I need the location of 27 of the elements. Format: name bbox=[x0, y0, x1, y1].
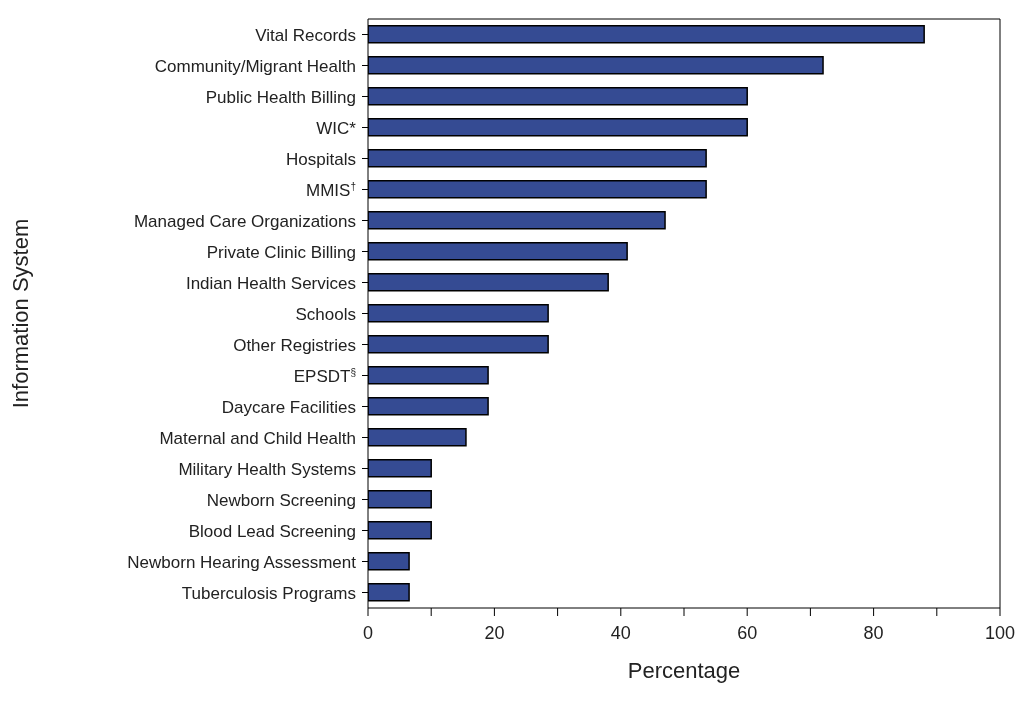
y-tick-label: Community/Migrant Health bbox=[154, 56, 356, 76]
x-tick-label: 60 bbox=[737, 622, 758, 643]
y-tick-label: Newborn Screening bbox=[206, 490, 356, 510]
y-tick-label: MMIS$^{†}$ bbox=[306, 180, 356, 200]
x-tick-label: 20 bbox=[484, 622, 505, 643]
x-tick-label: 100 bbox=[984, 622, 1016, 643]
x-axis-title: Percentage bbox=[627, 658, 741, 683]
y-tick-label: WIC* bbox=[316, 118, 357, 138]
x-tick-label: 40 bbox=[610, 622, 631, 643]
y-tick-label: Daycare Facilities bbox=[221, 397, 356, 417]
y-tick-label: Maternal and Child Health bbox=[159, 428, 356, 448]
y-axis-title: Information System bbox=[7, 218, 33, 409]
y-tick-label: Public Health Billing bbox=[205, 87, 356, 107]
y-tick-label: Indian Health Services bbox=[185, 273, 356, 293]
y-tick-label: Military Health Systems bbox=[178, 459, 356, 479]
x-tick-label: 0 bbox=[362, 622, 374, 643]
y-tick-label: Private Clinic Billing bbox=[206, 242, 356, 262]
y-tick-label: Managed Care Organizations bbox=[133, 211, 356, 231]
y-tick-label: Newborn Hearing Assessment bbox=[127, 552, 357, 572]
y-tick-label: Tuberculosis Programs bbox=[181, 583, 356, 603]
y-tick-label: Vital Records bbox=[255, 25, 356, 45]
y-tick-label: Blood Lead Screening bbox=[188, 521, 356, 541]
y-tick-label: Other Registries bbox=[233, 335, 356, 355]
y-tick-label: Schools bbox=[295, 304, 356, 324]
x-tick-label: 80 bbox=[863, 622, 884, 643]
y-tick-label: EPSDT$^{§}$ bbox=[293, 366, 356, 386]
y-tick-label: Hospitals bbox=[286, 149, 356, 169]
